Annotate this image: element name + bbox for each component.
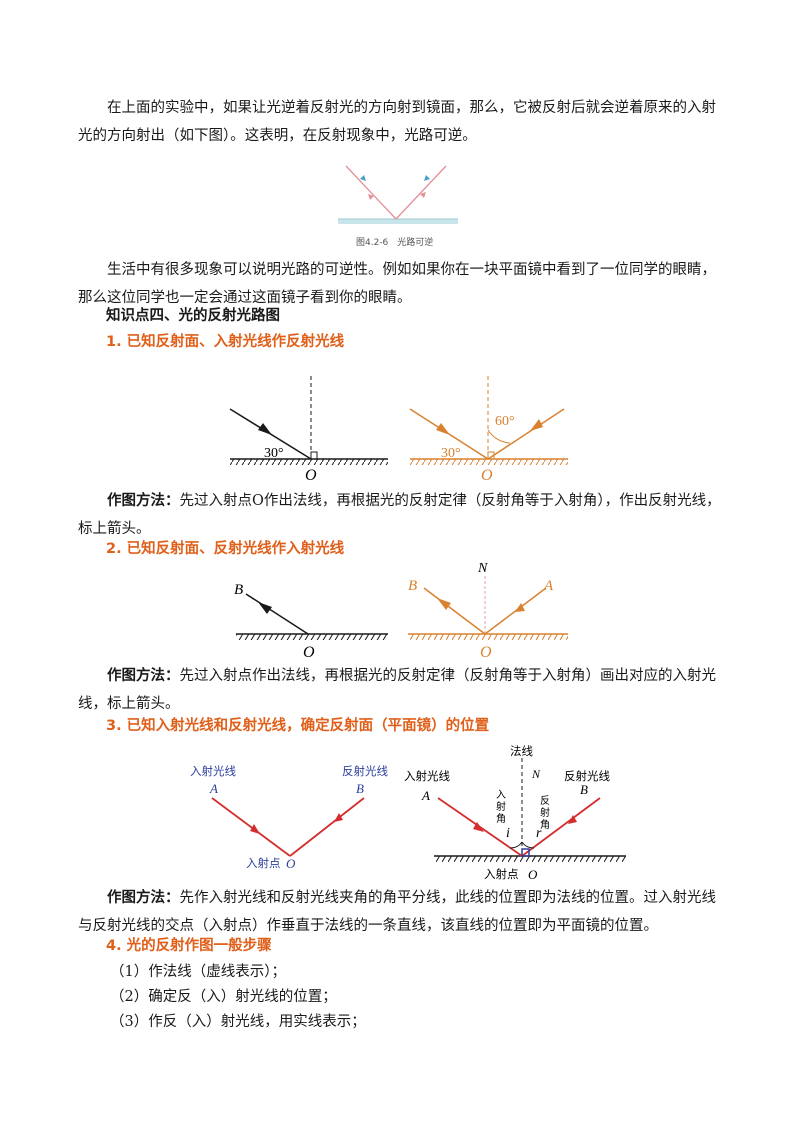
sub3-right-r: r	[536, 826, 542, 841]
sub1-left-angle: 30°	[264, 446, 284, 461]
sub1-right-angle-normal: 60°	[495, 414, 515, 429]
sub2-figure-left: B O	[234, 582, 388, 661]
sub3-right-ia-2: 射	[496, 801, 506, 813]
sub3-right-ia-1: 入	[496, 790, 506, 801]
reversible-path-figure	[338, 165, 458, 224]
sub3-method-text: 先作入射光线和反射光线夹角的角平分线，此线的位置即为法线的位置。过入射光线与反射…	[78, 890, 716, 934]
sub2-right-a: A	[543, 578, 554, 594]
sub2-right-n: N	[477, 561, 488, 576]
section-title: 知识点四、光的反射光路图	[106, 308, 280, 324]
sub4-step-1: （1）作法线（虚线表示）；	[110, 964, 286, 980]
sub3-right-ra-2: 射	[540, 807, 550, 819]
sub1-figure-right: 30° 60° O	[409, 376, 568, 484]
sub3-left-reflected-label: 反射光线	[342, 764, 388, 778]
sub3-method-label: 作图方法：	[107, 890, 180, 906]
sub3-left-point: O	[286, 856, 296, 871]
sub3-left-b: B	[356, 781, 364, 796]
sub1-left-point: O	[305, 467, 317, 484]
sub2-right-point: O	[480, 644, 492, 661]
sub3-title: 3. 已知入射光线和反射光线，确定反射面（平面镜）的位置	[106, 718, 490, 734]
sub2-title: 2. 已知反射面、反射光线作入射光线	[106, 541, 345, 557]
sub1-method-label: 作图方法：	[107, 493, 180, 509]
sub3-right-normal-label: 法线	[510, 744, 533, 758]
sub2-method-text: 先过入射点作出法线，再根据光的反射定律（反射角等于入射角）画出对应的入射光线，标…	[78, 668, 716, 712]
sub3-right-b: B	[580, 782, 588, 797]
sub4-step-2: （2）确定反（入）射光线的位置；	[110, 989, 337, 1005]
sub3-method: 作图方法：先作入射光线和反射光线夹角的角平分线，此线的位置即为法线的位置。过入射…	[78, 884, 728, 940]
sub3-right-incident-label: 入射光线	[404, 769, 450, 783]
sub3-figure-left: 入射光线 反射光线 A B 入射点 O	[190, 764, 388, 871]
sub3-right-ra-3: 角	[540, 819, 550, 831]
sub4-title: 4. 光的反射作图一般步骤	[106, 938, 272, 954]
sub2-figure-right: N B A O	[408, 561, 568, 661]
sub3-right-i: i	[506, 826, 510, 841]
sub2-right-b: B	[408, 578, 417, 594]
sub3-right-a: A	[421, 788, 430, 803]
sub2-left-point: O	[303, 644, 315, 661]
sub3-right-point-label: 入射点	[484, 867, 519, 881]
sub1-right-point: O	[481, 467, 493, 484]
sub3-right-reflected-label: 反射光线	[564, 769, 610, 783]
sub2-left-b: B	[234, 582, 243, 598]
sub2-method: 作图方法：先过入射点作出法线，再根据光的反射定律（反射角等于入射角）画出对应的入…	[78, 662, 728, 718]
sub3-right-n: N	[531, 767, 541, 781]
sub3-figure-right: 法线 N 入射光线 反射光线 A B 入 射 角 反 射 角 i r 入射点 O	[404, 744, 626, 882]
sub1-method: 作图方法：先过入射点O作出法线，再根据光的反射定律（反射角等于入射角），作出反射…	[78, 487, 728, 543]
sub4-step-3: （3）作反（入）射光线，用实线表示；	[110, 1014, 366, 1030]
intro-paragraph-2: 生活中有很多现象可以说明光路的可逆性。例如如果你在一块平面镜中看到了一位同学的眼…	[78, 262, 716, 306]
sub1-figure-left: 30° O	[229, 376, 388, 484]
sub3-left-point-label: 入射点	[246, 856, 281, 870]
sub2-method-label: 作图方法：	[107, 668, 180, 684]
sub1-title: 1. 已知反射面、入射光线作反射光线	[106, 334, 345, 350]
sub3-left-incident-label: 入射光线	[190, 764, 236, 778]
sub3-right-point: O	[528, 867, 538, 882]
intro-paragraph-1: 在上面的实验中，如果让光逆着反射光的方向射到镜面，那么，它被反射后就会逆着原来的…	[78, 100, 716, 144]
figure-caption: 图4.2-6 光路可逆	[356, 238, 434, 248]
sub3-right-ia-3: 角	[496, 813, 506, 825]
sub3-left-a: A	[209, 781, 218, 796]
sub1-right-angle-incident: 30°	[441, 446, 461, 461]
sub1-method-text: 先过入射点O作出法线，再根据光的反射定律（反射角等于入射角），作出反射光线，标上…	[78, 493, 721, 537]
sub3-right-ra-1: 反	[540, 795, 550, 807]
